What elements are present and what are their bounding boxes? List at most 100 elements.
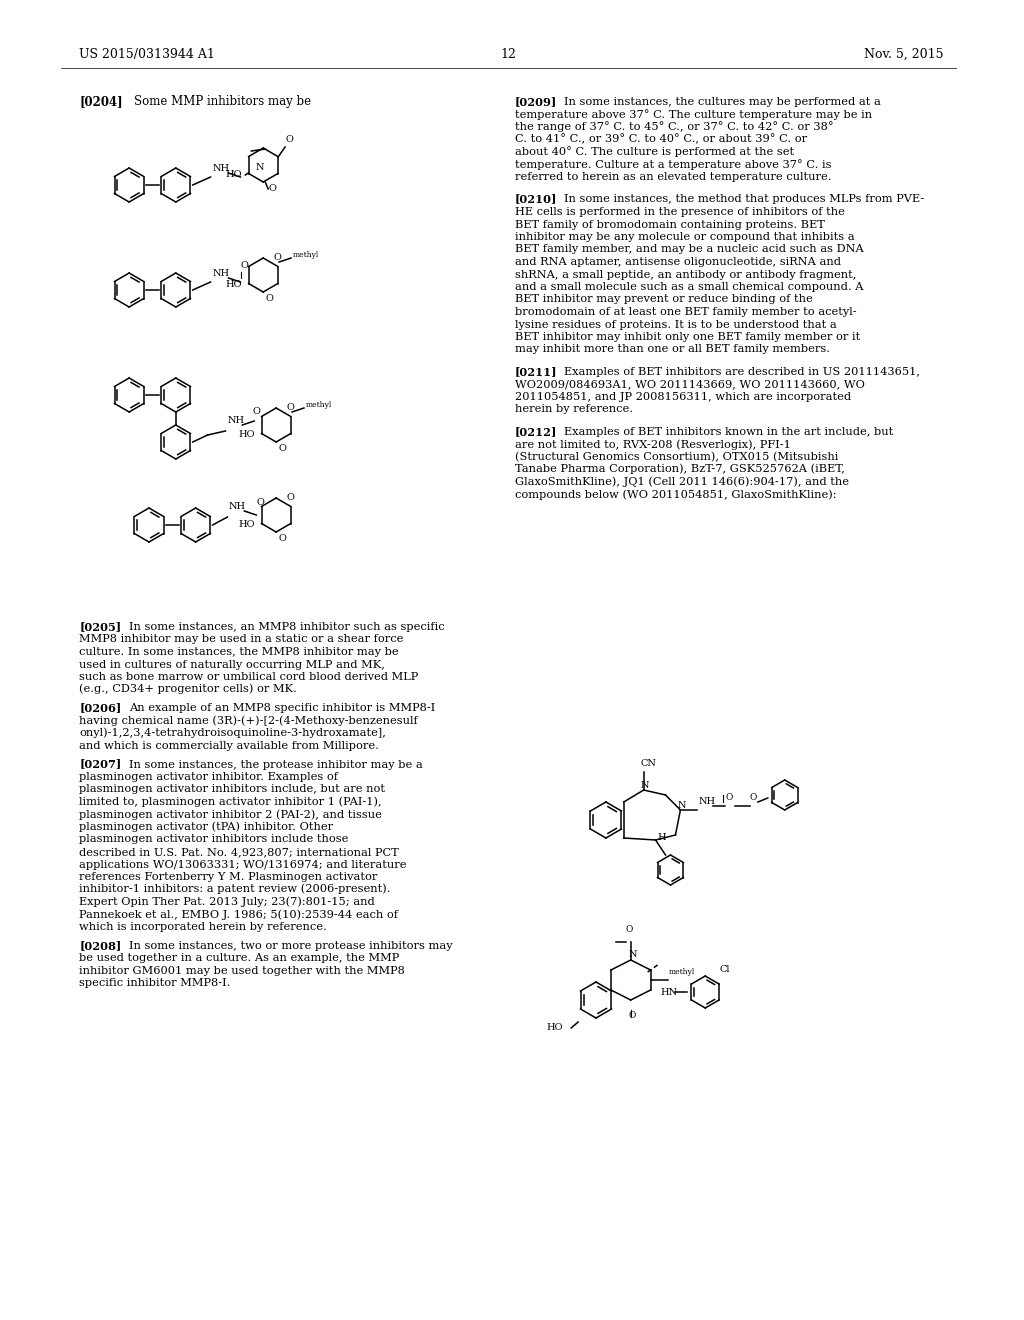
Text: (Structural Genomics Consortium), OTX015 (Mitsubishi: (Structural Genomics Consortium), OTX015… — [514, 451, 838, 462]
Text: H: H — [657, 833, 667, 842]
Text: O: O — [725, 793, 732, 803]
Text: BET inhibitor may prevent or reduce binding of the: BET inhibitor may prevent or reduce bind… — [514, 294, 812, 305]
Text: which is incorporated herein by reference.: which is incorporated herein by referenc… — [80, 921, 328, 932]
Text: US 2015/0313944 A1: US 2015/0313944 A1 — [80, 48, 215, 61]
Text: [0212]: [0212] — [514, 426, 557, 437]
Text: In some instances, two or more protease inhibitors may: In some instances, two or more protease … — [129, 941, 453, 950]
Text: O: O — [285, 135, 293, 144]
Text: HO: HO — [547, 1023, 563, 1032]
Text: Pannekoek et al., EMBO J. 1986; 5(10):2539-44 each of: Pannekoek et al., EMBO J. 1986; 5(10):25… — [80, 909, 398, 920]
Text: may inhibit more than one or all BET family members.: may inhibit more than one or all BET fam… — [514, 345, 829, 355]
Text: [0204]: [0204] — [80, 95, 123, 108]
Text: HE cells is performed in the presence of inhibitors of the: HE cells is performed in the presence of… — [514, 207, 845, 216]
Text: methyl: methyl — [669, 968, 694, 975]
Text: plasminogen activator inhibitors include, but are not: plasminogen activator inhibitors include… — [80, 784, 385, 795]
Text: Nov. 5, 2015: Nov. 5, 2015 — [864, 48, 944, 61]
Text: N: N — [641, 781, 649, 789]
Text: N: N — [678, 801, 686, 810]
Text: plasminogen activator (tPA) inhibitor. Other: plasminogen activator (tPA) inhibitor. O… — [80, 821, 334, 832]
Text: [0209]: [0209] — [514, 96, 557, 107]
Text: O: O — [626, 925, 633, 935]
Text: culture. In some instances, the MMP8 inhibitor may be: culture. In some instances, the MMP8 inh… — [80, 647, 399, 657]
Text: HO: HO — [239, 430, 255, 440]
Text: methyl: methyl — [306, 401, 332, 409]
Text: Examples of BET inhibitors are described in US 2011143651,: Examples of BET inhibitors are described… — [564, 367, 921, 378]
Text: WO2009/084693A1, WO 2011143669, WO 2011143660, WO: WO2009/084693A1, WO 2011143669, WO 20111… — [514, 380, 864, 389]
Text: HN: HN — [660, 987, 678, 997]
Text: limited to, plasminogen activator inhibitor 1 (PAI-1),: limited to, plasminogen activator inhibi… — [80, 796, 382, 807]
Text: An example of an MMP8 specific inhibitor is MMP8-I: An example of an MMP8 specific inhibitor… — [129, 704, 435, 713]
Text: NH: NH — [228, 502, 246, 511]
Text: compounds below (WO 2011054851, GlaxoSmithKline):: compounds below (WO 2011054851, GlaxoSmi… — [514, 488, 836, 499]
Text: BET family of bromodomain containing proteins. BET: BET family of bromodomain containing pro… — [514, 219, 824, 230]
Text: such as bone marrow or umbilical cord blood derived MLP: such as bone marrow or umbilical cord bl… — [80, 672, 419, 682]
Text: bromodomain of at least one BET family member to acetyl-: bromodomain of at least one BET family m… — [514, 308, 856, 317]
Text: O: O — [252, 407, 260, 416]
Text: BET inhibitor may inhibit only one BET family member or it: BET inhibitor may inhibit only one BET f… — [514, 333, 860, 342]
Text: applications WO/13063331; WO/1316974; and literature: applications WO/13063331; WO/1316974; an… — [80, 859, 407, 870]
Text: [0206]: [0206] — [80, 702, 122, 713]
Text: Expert Opin Ther Pat. 2013 July; 23(7):801-15; and: Expert Opin Ther Pat. 2013 July; 23(7):8… — [80, 896, 375, 907]
Text: Cl: Cl — [719, 965, 730, 974]
Text: [0205]: [0205] — [80, 620, 122, 632]
Text: [0207]: [0207] — [80, 759, 122, 770]
Text: used in cultures of naturally occurring MLP and MK,: used in cultures of naturally occurring … — [80, 660, 385, 669]
Text: O: O — [629, 1011, 636, 1020]
Text: In some instances, an MMP8 inhibitor such as specific: In some instances, an MMP8 inhibitor suc… — [129, 622, 444, 632]
Text: O: O — [265, 294, 273, 304]
Text: about 40° C. The culture is performed at the set: about 40° C. The culture is performed at… — [514, 147, 794, 157]
Text: specific inhibitor MMP8-I.: specific inhibitor MMP8-I. — [80, 978, 230, 989]
Text: plasminogen activator inhibitors include those: plasminogen activator inhibitors include… — [80, 834, 349, 845]
Text: methyl: methyl — [293, 251, 319, 259]
Text: O: O — [256, 498, 264, 507]
Text: references Fortenberry Y M. Plasminogen activator: references Fortenberry Y M. Plasminogen … — [80, 873, 378, 882]
Text: 12: 12 — [501, 48, 516, 61]
Text: and which is commercially available from Millipore.: and which is commercially available from… — [80, 741, 379, 751]
Text: C. to 41° C., or 39° C. to 40° C., or about 39° C. or: C. to 41° C., or 39° C. to 40° C., or ab… — [514, 133, 807, 144]
Text: N: N — [629, 950, 637, 960]
Text: and RNA aptamer, antisense oligonucleotide, siRNA and: and RNA aptamer, antisense oligonucleoti… — [514, 257, 841, 267]
Text: O: O — [286, 492, 294, 502]
Text: In some instances, the method that produces MLPs from PVE-: In some instances, the method that produ… — [564, 194, 925, 205]
Text: In some instances, the cultures may be performed at a: In some instances, the cultures may be p… — [564, 96, 881, 107]
Text: onyl)-1,2,3,4-tetrahydroisoquinoline-3-hydroxamate],: onyl)-1,2,3,4-tetrahydroisoquinoline-3-h… — [80, 727, 386, 738]
Text: O: O — [273, 253, 281, 261]
Text: [0208]: [0208] — [80, 940, 122, 950]
Text: inhibitor GM6001 may be used together with the MMP8: inhibitor GM6001 may be used together wi… — [80, 966, 406, 975]
Text: BET family member, and may be a nucleic acid such as DNA: BET family member, and may be a nucleic … — [514, 244, 863, 255]
Text: In some instances, the protease inhibitor may be a: In some instances, the protease inhibito… — [129, 759, 423, 770]
Text: having chemical name (3R)-(+)-[2-(4-Methoxy-benzenesulf: having chemical name (3R)-(+)-[2-(4-Meth… — [80, 715, 418, 726]
Text: NH: NH — [213, 269, 229, 279]
Text: CN: CN — [641, 759, 656, 768]
Text: [0211]: [0211] — [514, 366, 557, 378]
Text: plasminogen activator inhibitor 2 (PAI-2), and tissue: plasminogen activator inhibitor 2 (PAI-2… — [80, 809, 382, 820]
Text: O: O — [241, 261, 248, 271]
Text: O: O — [268, 183, 276, 193]
Text: the range of 37° C. to 45° C., or 37° C. to 42° C. or 38°: the range of 37° C. to 45° C., or 37° C.… — [514, 121, 834, 132]
Text: inhibitor may be any molecule or compound that inhibits a: inhibitor may be any molecule or compoun… — [514, 232, 854, 242]
Text: plasminogen activator inhibitor. Examples of: plasminogen activator inhibitor. Example… — [80, 772, 339, 781]
Text: NH: NH — [213, 164, 229, 173]
Text: HO: HO — [239, 520, 255, 529]
Text: [0210]: [0210] — [514, 194, 557, 205]
Text: N: N — [255, 162, 264, 172]
Text: O: O — [750, 793, 758, 803]
Text: inhibitor-1 inhibitors: a patent review (2006-present).: inhibitor-1 inhibitors: a patent review … — [80, 884, 391, 895]
Text: HO: HO — [225, 280, 242, 289]
Text: be used together in a culture. As an example, the MMP: be used together in a culture. As an exa… — [80, 953, 399, 964]
Text: HO: HO — [225, 170, 242, 180]
Text: and a small molecule such as a small chemical compound. A: and a small molecule such as a small che… — [514, 282, 863, 292]
Text: O: O — [279, 535, 286, 543]
Text: Examples of BET inhibitors known in the art include, but: Examples of BET inhibitors known in the … — [564, 426, 894, 437]
Text: described in U.S. Pat. No. 4,923,807; international PCT: described in U.S. Pat. No. 4,923,807; in… — [80, 847, 399, 857]
Text: Some MMP inhibitors may be: Some MMP inhibitors may be — [134, 95, 311, 108]
Text: lysine residues of proteins. It is to be understood that a: lysine residues of proteins. It is to be… — [514, 319, 837, 330]
Text: NH: NH — [698, 797, 716, 807]
Text: are not limited to, RVX-208 (Resverlogix), PFI-1: are not limited to, RVX-208 (Resverlogix… — [514, 440, 791, 450]
Text: GlaxoSmithKline), JQ1 (Cell 2011 146(6):904-17), and the: GlaxoSmithKline), JQ1 (Cell 2011 146(6):… — [514, 477, 849, 487]
Text: shRNA, a small peptide, an antibody or antibody fragment,: shRNA, a small peptide, an antibody or a… — [514, 269, 856, 280]
Text: referred to herein as an elevated temperature culture.: referred to herein as an elevated temper… — [514, 172, 831, 182]
Text: temperature above 37° C. The culture temperature may be in: temperature above 37° C. The culture tem… — [514, 108, 871, 120]
Text: NH: NH — [227, 416, 245, 425]
Text: (e.g., CD34+ progenitor cells) or MK.: (e.g., CD34+ progenitor cells) or MK. — [80, 684, 297, 694]
